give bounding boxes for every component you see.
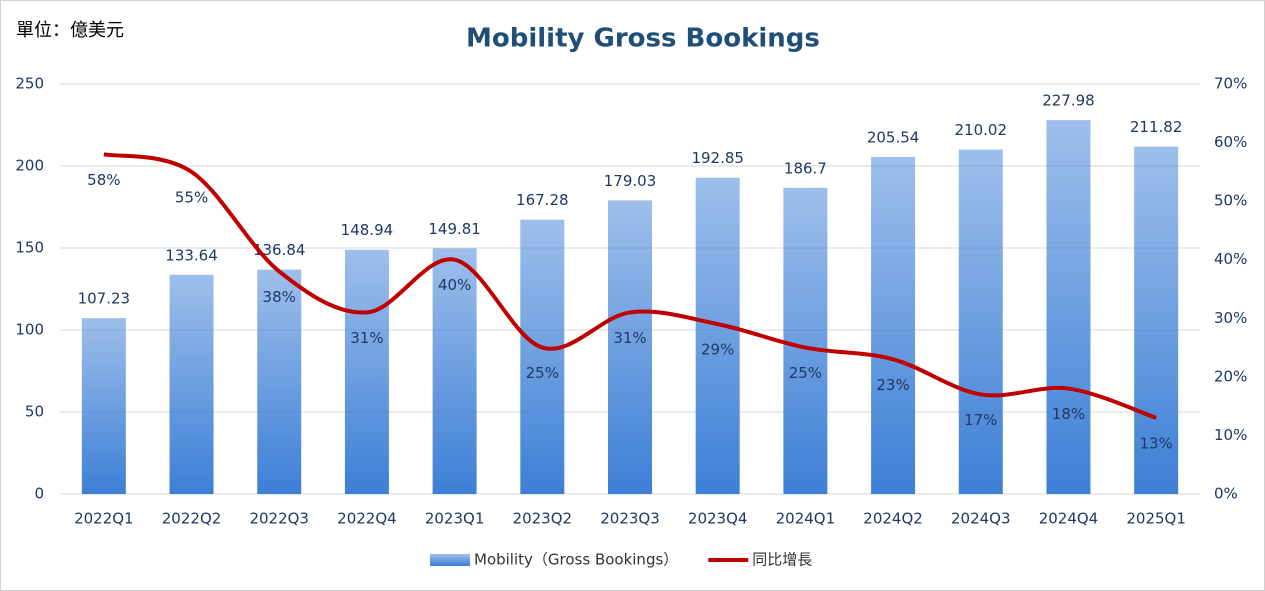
- x-tick-label: 2023Q2: [513, 510, 573, 528]
- x-tick-label: 2022Q1: [74, 510, 134, 528]
- bar-label: 133.64: [165, 246, 218, 264]
- y2-tick-label: 0%: [1214, 485, 1238, 503]
- line-label: 17%: [964, 411, 997, 429]
- legend-swatch: [430, 554, 470, 566]
- line-label: 40%: [438, 276, 471, 294]
- bar: [344, 249, 389, 494]
- x-tick-label: 2023Q1: [425, 510, 485, 528]
- x-tick-label: 2024Q1: [776, 510, 836, 528]
- unit-label: 單位：億美元: [16, 20, 124, 41]
- bar-label: 227.98: [1042, 92, 1095, 110]
- bar-label: 107.23: [78, 290, 131, 308]
- y-tick-label: 50: [25, 403, 44, 421]
- line-label: 31%: [350, 329, 383, 347]
- y2-tick-label: 70%: [1214, 75, 1247, 93]
- bar-label: 149.81: [428, 220, 481, 238]
- line-label: 25%: [526, 364, 559, 382]
- bar-label: 192.85: [691, 149, 744, 167]
- bar: [81, 318, 126, 494]
- bar-label: 136.84: [253, 241, 306, 259]
- y-tick-label: 0: [34, 485, 44, 503]
- bar-label: 179.03: [604, 172, 657, 190]
- bar-label: 167.28: [516, 191, 569, 209]
- y2-tick-label: 20%: [1214, 367, 1247, 385]
- y2-tick-label: 10%: [1214, 426, 1247, 444]
- y-tick-label: 200: [15, 157, 44, 175]
- y2-tick-label: 30%: [1214, 309, 1247, 327]
- bar: [608, 200, 652, 494]
- legend-label: Mobility（Gross Bookings）: [474, 551, 678, 569]
- x-tick-label: 2022Q2: [162, 510, 222, 528]
- line-label: 55%: [175, 188, 208, 206]
- bar: [169, 274, 214, 494]
- line-label: 23%: [876, 376, 909, 394]
- line-label: 31%: [613, 329, 646, 347]
- y2-tick-label: 60%: [1214, 133, 1247, 151]
- x-tick-label: 2024Q2: [863, 510, 923, 528]
- x-tick-label: 2024Q3: [951, 510, 1011, 528]
- bar: [1134, 146, 1179, 494]
- bar: [783, 187, 828, 494]
- bar-label: 148.94: [341, 221, 394, 239]
- bar: [257, 269, 302, 494]
- legend-label: 同比增長: [752, 551, 812, 569]
- bar: [520, 219, 565, 494]
- bar-label: 211.82: [1130, 118, 1183, 136]
- bar-label: 205.54: [867, 128, 920, 146]
- line-label: 18%: [1052, 405, 1085, 423]
- y2-tick-label: 50%: [1214, 192, 1247, 210]
- x-tick-label: 2025Q1: [1126, 510, 1186, 528]
- line-label: 13%: [1139, 434, 1172, 452]
- y2-tick-label: 40%: [1214, 250, 1247, 268]
- y-tick-label: 250: [15, 75, 44, 93]
- line-label: 38%: [263, 288, 296, 306]
- line-label: 58%: [87, 171, 120, 189]
- bar: [1046, 120, 1091, 495]
- y-tick-label: 100: [15, 321, 44, 339]
- x-tick-label: 2024Q4: [1039, 510, 1099, 528]
- x-tick-label: 2023Q4: [688, 510, 748, 528]
- bar-label: 186.7: [784, 159, 827, 177]
- bar: [871, 156, 916, 494]
- bar: [432, 248, 477, 494]
- x-tick-label: 2022Q4: [337, 510, 397, 528]
- bar: [695, 177, 740, 494]
- line-label: 29%: [701, 341, 734, 359]
- x-tick-label: 2022Q3: [249, 510, 309, 528]
- chart-title: Mobility Gross Bookings: [466, 24, 820, 54]
- y-tick-label: 150: [15, 239, 44, 257]
- line: [103, 152, 1157, 420]
- bar: [958, 149, 1003, 494]
- x-tick-label: 2023Q3: [600, 510, 660, 528]
- line-label: 25%: [789, 364, 822, 382]
- bar-label: 210.02: [955, 121, 1008, 139]
